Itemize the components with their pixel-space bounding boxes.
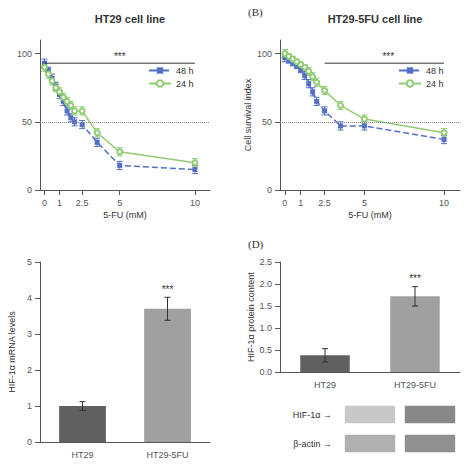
svg-text:2.5: 2.5 <box>259 257 272 267</box>
svg-text:5-FU (mM): 5-FU (mM) <box>103 210 147 220</box>
svg-text:1.5: 1.5 <box>259 301 272 311</box>
svg-text:50: 50 <box>22 117 32 127</box>
svg-text:HT29: HT29 <box>314 380 336 390</box>
svg-text:0.0: 0.0 <box>259 367 272 377</box>
svg-text:0: 0 <box>267 185 272 195</box>
svg-text:3: 3 <box>27 329 32 339</box>
svg-text:48 h: 48 h <box>176 66 194 76</box>
svg-text:***: *** <box>114 51 126 62</box>
svg-text:2.5: 2.5 <box>76 198 89 208</box>
svg-text:2: 2 <box>27 365 32 375</box>
svg-text:***: *** <box>162 284 174 295</box>
svg-text:HT29-5FU: HT29-5FU <box>394 380 436 390</box>
svg-text:10: 10 <box>190 198 200 208</box>
svg-text:100: 100 <box>17 49 32 59</box>
svg-text:0: 0 <box>27 437 32 447</box>
svg-text:(B): (B) <box>248 6 263 19</box>
svg-text:0.5: 0.5 <box>259 345 272 355</box>
svg-text:β-actin →: β-actin → <box>293 439 332 449</box>
svg-text:48 h: 48 h <box>426 66 444 76</box>
svg-text:24 h: 24 h <box>426 79 444 89</box>
svg-text:0: 0 <box>42 198 47 208</box>
svg-text:5: 5 <box>27 257 32 267</box>
svg-text:HT29: HT29 <box>71 450 93 460</box>
svg-text:1.0: 1.0 <box>259 323 272 333</box>
svg-text:***: *** <box>382 51 394 62</box>
svg-text:50: 50 <box>262 117 272 127</box>
svg-text:2.5: 2.5 <box>318 198 331 208</box>
svg-text:HIF-1α →: HIF-1α → <box>293 410 332 420</box>
svg-text:***: *** <box>409 273 421 284</box>
svg-text:24 h: 24 h <box>176 79 194 89</box>
svg-text:HT29-5FU cell line: HT29-5FU cell line <box>328 13 423 25</box>
svg-text:0: 0 <box>27 185 32 195</box>
svg-text:0: 0 <box>282 198 287 208</box>
svg-text:10: 10 <box>439 198 449 208</box>
svg-text:Cell survival index: Cell survival index <box>243 78 253 151</box>
svg-text:1: 1 <box>27 401 32 411</box>
svg-text:5: 5 <box>117 198 122 208</box>
svg-text:HIF-1α protein content: HIF-1α protein content <box>246 272 256 362</box>
svg-text:1: 1 <box>57 198 62 208</box>
svg-text:HIF-1α mRNA levels: HIF-1α mRNA levels <box>7 311 17 393</box>
svg-text:HT29 cell line: HT29 cell line <box>95 13 165 25</box>
svg-text:5: 5 <box>362 198 367 208</box>
svg-text:(D): (D) <box>248 238 264 251</box>
svg-text:1: 1 <box>298 198 303 208</box>
svg-text:100: 100 <box>257 49 272 59</box>
svg-text:5-FU (mM): 5-FU (mM) <box>348 210 392 220</box>
svg-text:4: 4 <box>27 293 32 303</box>
svg-text:2.0: 2.0 <box>259 279 272 289</box>
svg-text:HT29-5FU: HT29-5FU <box>146 450 188 460</box>
